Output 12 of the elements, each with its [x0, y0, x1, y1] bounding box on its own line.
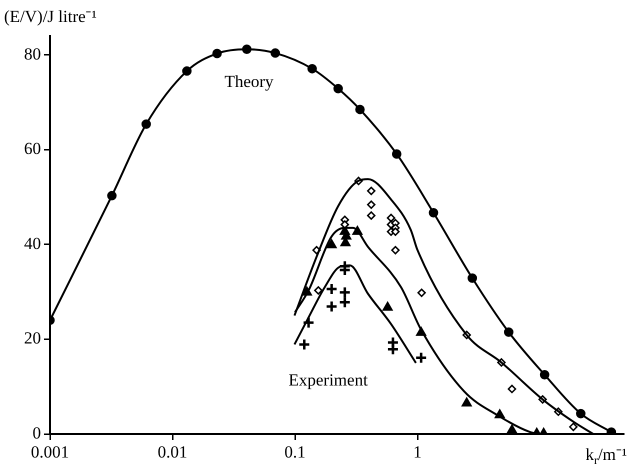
- y-tick-label: 80: [24, 44, 41, 64]
- y-tick-label: 60: [24, 139, 41, 158]
- y-tick-label: 0: [32, 423, 41, 442]
- x-tick-label: 0.01: [158, 442, 188, 462]
- y-tick-label: 40: [24, 234, 41, 253]
- x-tick-label: 1: [413, 442, 422, 462]
- annotation: Experiment: [288, 370, 368, 390]
- y-tick-label: 20: [24, 328, 41, 348]
- x-tick-label: 0.001: [30, 442, 70, 462]
- y-axis-title: (E/V)/J litre⁻¹: [4, 7, 97, 26]
- annotation: Theory: [224, 72, 274, 92]
- x-tick-label: 0.1: [284, 442, 306, 462]
